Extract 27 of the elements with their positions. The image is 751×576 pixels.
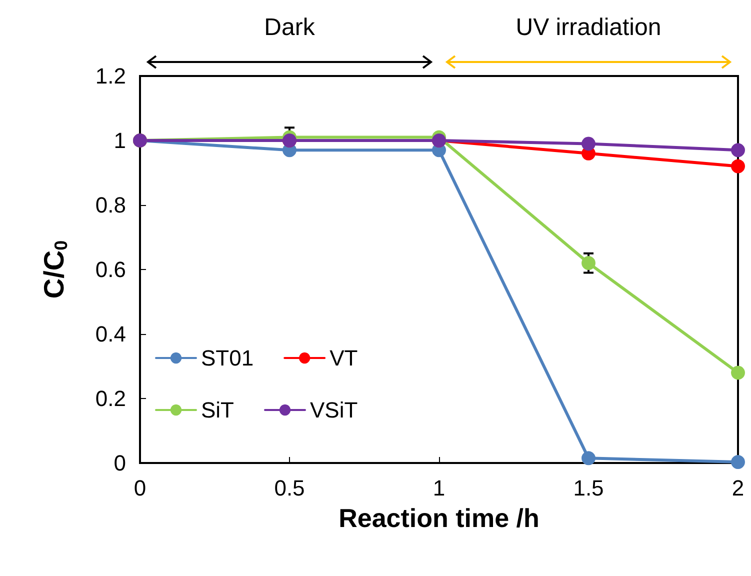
y-tick-label: 1.2 [95, 64, 126, 88]
y-tick-label: 0 [114, 450, 126, 476]
legend-label: VT [330, 346, 358, 370]
x-axis-title: Reaction time /h [338, 503, 540, 533]
point [582, 256, 596, 270]
y-tick-label: 1 [114, 128, 126, 153]
legend-label: ST01 [201, 346, 254, 370]
y-tick-label: 0.6 [95, 257, 126, 282]
point [582, 136, 596, 151]
legend-label: SiT [201, 398, 234, 422]
x-tick-label: 0.5 [274, 476, 305, 500]
legend-label: VSiT [310, 398, 358, 422]
y-tick-label: 0.2 [95, 386, 126, 411]
text: Dark [263, 14, 316, 42]
point [731, 366, 745, 380]
point [731, 143, 745, 158]
x-tick-label: 1 [432, 476, 446, 500]
x-tick-label: 2 [732, 476, 744, 500]
point [731, 159, 745, 174]
x-tick-label: 0 [134, 476, 146, 500]
y-tick-label: 0.4 [95, 322, 126, 346]
point [731, 455, 745, 470]
x-tick-label: 1.5 [573, 476, 604, 500]
point [582, 451, 596, 466]
y-tick-label: 0.8 [95, 192, 126, 218]
text: UV irradiation [514, 14, 662, 42]
y-axis-title: C/C0 [38, 240, 71, 299]
